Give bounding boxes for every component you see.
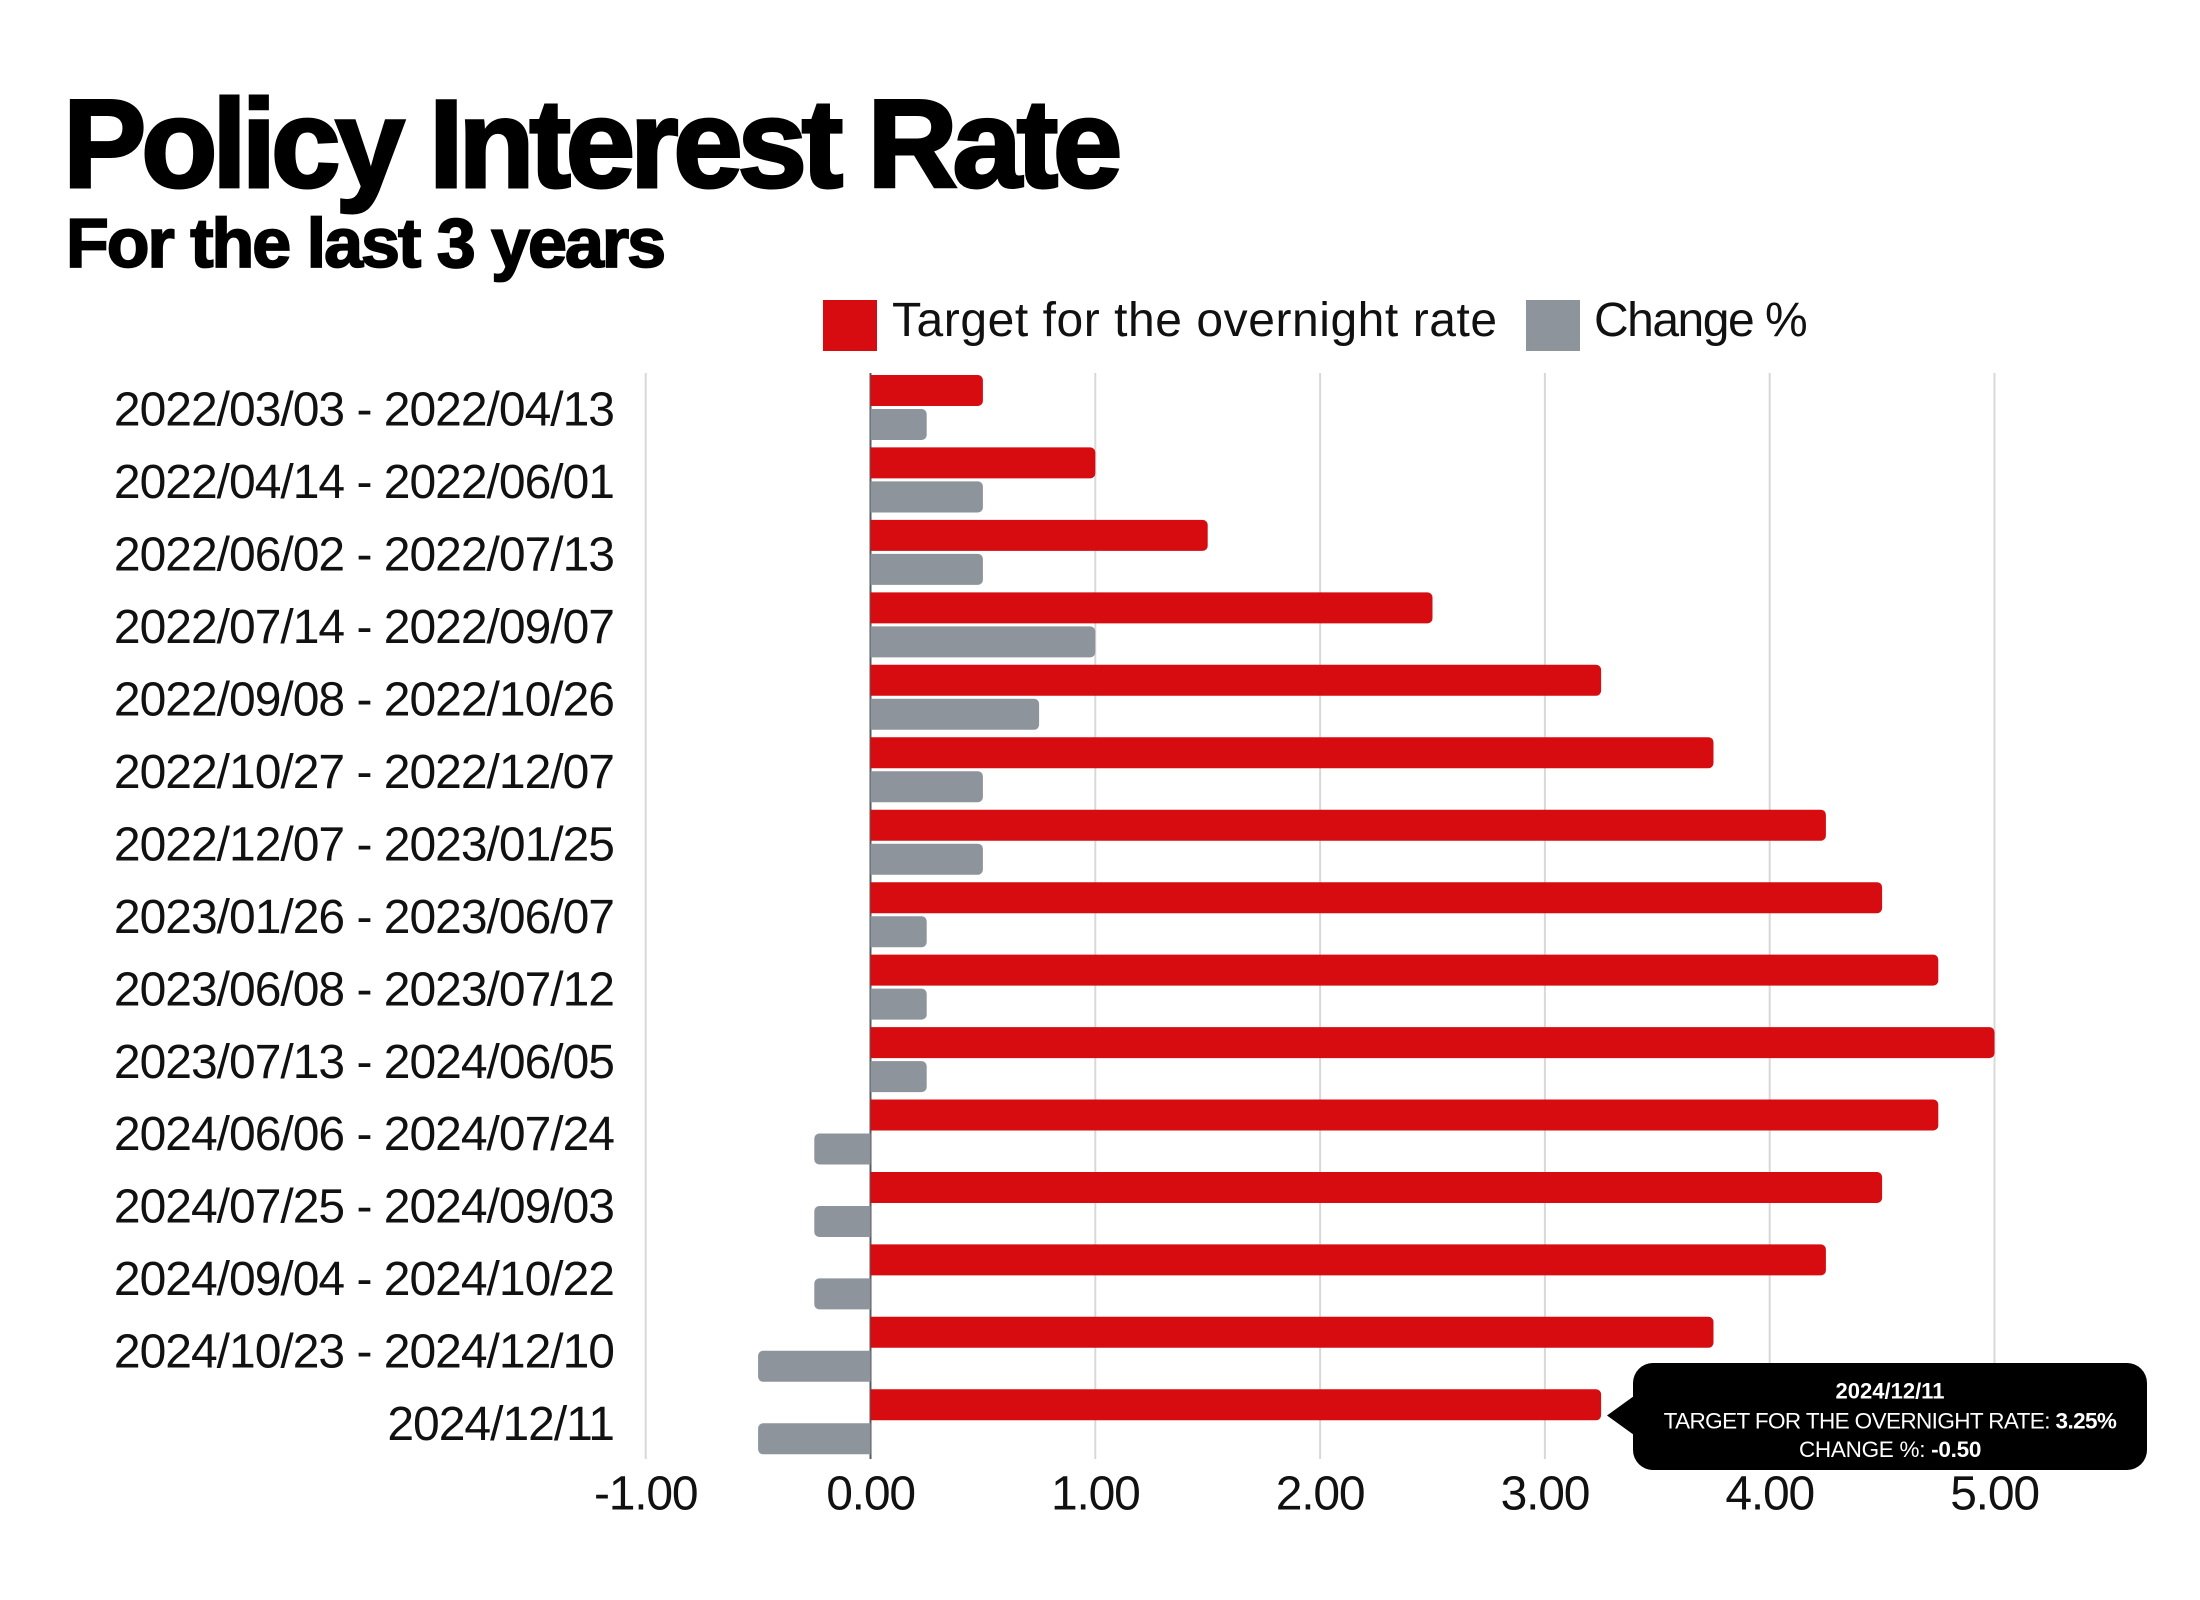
svg-text:3.00: 3.00 xyxy=(1501,1468,1590,1521)
svg-text:2024/12/11: 2024/12/11 xyxy=(1836,1379,1945,1404)
svg-text:2023/07/13 - 2024/06/05: 2023/07/13 - 2024/06/05 xyxy=(114,1036,614,1089)
svg-text:2024/07/25 - 2024/09/03: 2024/07/25 - 2024/09/03 xyxy=(114,1181,614,1234)
svg-text:5.00: 5.00 xyxy=(1950,1468,2039,1521)
svg-text:2023/01/26 - 2023/06/07: 2023/01/26 - 2023/06/07 xyxy=(114,891,614,944)
svg-text:2023/06/08 - 2023/07/12: 2023/06/08 - 2023/07/12 xyxy=(114,963,614,1016)
svg-text:2022/10/27 - 2022/12/07: 2022/10/27 - 2022/12/07 xyxy=(114,746,614,799)
svg-text:Policy Interest Rate: Policy Interest Rate xyxy=(63,75,1119,214)
svg-text:Target for the overnight rate: Target for the overnight rate xyxy=(892,294,1498,347)
svg-text:CHANGE %: -0.50: CHANGE %: -0.50 xyxy=(1799,1437,1981,1462)
svg-text:2022/04/14 - 2022/06/01: 2022/04/14 - 2022/06/01 xyxy=(114,456,614,509)
svg-text:2022/03/03 - 2022/04/13: 2022/03/03 - 2022/04/13 xyxy=(114,384,614,437)
svg-text:1.00: 1.00 xyxy=(1051,1468,1140,1521)
svg-text:2024/09/04 - 2024/10/22: 2024/09/04 - 2024/10/22 xyxy=(114,1253,614,1306)
svg-text:2024/06/06 - 2024/07/24: 2024/06/06 - 2024/07/24 xyxy=(114,1108,614,1161)
svg-text:2.00: 2.00 xyxy=(1276,1468,1365,1521)
svg-text:-1.00: -1.00 xyxy=(594,1468,697,1521)
svg-text:4.00: 4.00 xyxy=(1725,1468,1814,1521)
svg-text:Change %: Change % xyxy=(1594,294,1806,347)
svg-text:0.00: 0.00 xyxy=(826,1468,915,1521)
svg-text:TARGET FOR THE OVERNIGHT RATE:: TARGET FOR THE OVERNIGHT RATE: 3.25% xyxy=(1664,1409,2117,1434)
svg-text:2024/12/11: 2024/12/11 xyxy=(387,1398,614,1451)
svg-text:2024/10/23 - 2024/12/10: 2024/10/23 - 2024/12/10 xyxy=(114,1326,614,1379)
svg-text:2022/12/07 - 2023/01/25: 2022/12/07 - 2023/01/25 xyxy=(114,818,614,871)
svg-text:For the last 3 years: For the last 3 years xyxy=(66,204,664,282)
svg-text:2022/06/02 - 2022/07/13: 2022/06/02 - 2022/07/13 xyxy=(114,529,614,582)
svg-text:2022/09/08 - 2022/10/26: 2022/09/08 - 2022/10/26 xyxy=(114,674,614,727)
svg-text:2022/07/14 - 2022/09/07: 2022/07/14 - 2022/09/07 xyxy=(114,601,614,654)
